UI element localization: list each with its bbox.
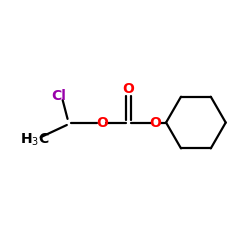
Text: H$_3$C: H$_3$C [20, 132, 50, 148]
Text: Cl: Cl [52, 89, 66, 103]
Text: O: O [96, 116, 108, 130]
Text: O: O [123, 82, 134, 96]
Text: O: O [150, 116, 162, 130]
